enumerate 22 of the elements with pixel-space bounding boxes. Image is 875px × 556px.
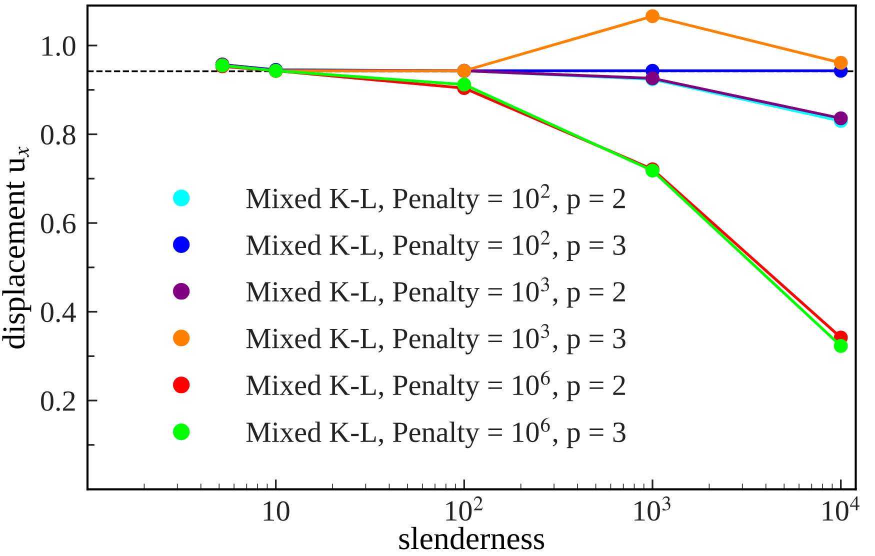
y-axis-title: displacement u$_{x}$	[2, 146, 32, 348]
x-tick-label: 10$^{4}$	[822, 496, 860, 521]
point	[834, 338, 848, 353]
point	[457, 78, 472, 92]
y-tick-label: 0.8	[41, 124, 76, 145]
legend-label: Mixed K-L, Penalty = 10$^{3}$, p = 3	[246, 324, 626, 354]
legend-label: Mixed K-L, Penalty = 10$^{6}$, p = 2	[246, 370, 625, 402]
legend-label: Mixed K-L, Penalty = 10$^{2}$, p = 3	[246, 230, 626, 262]
legend-label: Mixed K-L, Penalty = 10$^{6}$, p = 3	[246, 418, 626, 448]
point	[834, 56, 848, 70]
legend-label: Mixed K-L, Penalty = 10$^{2}$, p = 2	[246, 184, 625, 214]
x-tick-label: 10$^{3}$	[634, 496, 670, 521]
legend-label: Mixed K-L, Penalty = 10$^{3}$, p = 2	[246, 277, 625, 308]
x-tick-label: 10	[264, 501, 290, 521]
point	[834, 111, 848, 126]
point	[646, 9, 660, 24]
x-tick-label: 10$^{2}$	[446, 496, 483, 521]
y-tick-label: 0.4	[41, 302, 76, 322]
y-tick-label: 0.2	[41, 391, 75, 412]
x-axis-title: slenderness	[399, 526, 544, 550]
y-tick-label: 0.6	[41, 214, 76, 234]
y-tick-label: 1.0	[42, 36, 76, 56]
